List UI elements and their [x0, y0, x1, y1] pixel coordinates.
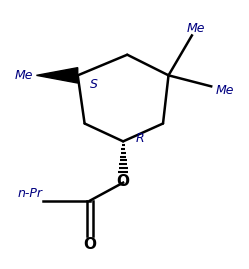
Text: n-Pr: n-Pr	[17, 187, 42, 200]
Polygon shape	[36, 68, 78, 83]
Text: O: O	[84, 237, 97, 252]
Text: Me: Me	[15, 69, 33, 82]
Text: S: S	[90, 79, 98, 91]
Text: R: R	[135, 132, 144, 145]
Text: O: O	[117, 174, 130, 189]
Text: Me: Me	[216, 84, 234, 97]
Text: Me: Me	[187, 22, 205, 35]
